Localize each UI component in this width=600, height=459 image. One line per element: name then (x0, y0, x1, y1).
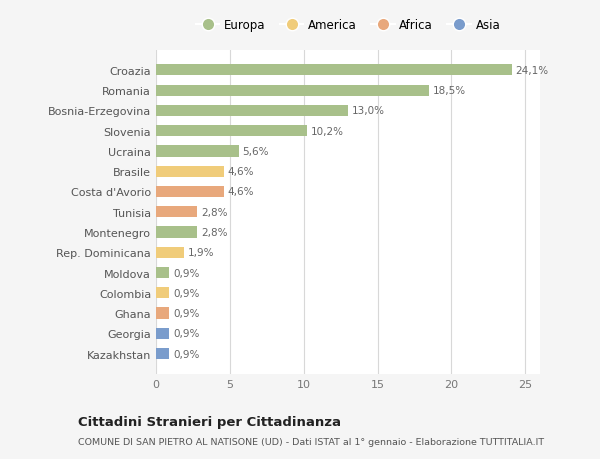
Text: 4,6%: 4,6% (227, 167, 254, 177)
Text: 0,9%: 0,9% (173, 308, 199, 319)
Text: 10,2%: 10,2% (310, 126, 343, 136)
Text: Cittadini Stranieri per Cittadinanza: Cittadini Stranieri per Cittadinanza (78, 415, 341, 428)
Bar (156, 247, 184, 258)
Text: 0,9%: 0,9% (173, 329, 199, 339)
Bar (156, 146, 239, 157)
Legend: Europa, America, Africa, Asia: Europa, America, Africa, Asia (191, 14, 505, 37)
Bar (156, 166, 224, 178)
Text: 1,9%: 1,9% (188, 248, 214, 257)
Bar (156, 328, 169, 339)
Bar (156, 106, 348, 117)
Text: COMUNE DI SAN PIETRO AL NATISONE (UD) - Dati ISTAT al 1° gennaio - Elaborazione : COMUNE DI SAN PIETRO AL NATISONE (UD) - … (78, 437, 544, 446)
Text: 5,6%: 5,6% (242, 146, 269, 157)
Bar (156, 65, 512, 76)
Bar (156, 348, 169, 359)
Text: 24,1%: 24,1% (515, 66, 549, 76)
Bar (156, 288, 169, 299)
Text: 2,8%: 2,8% (201, 228, 227, 237)
Text: 18,5%: 18,5% (433, 86, 466, 96)
Text: 0,9%: 0,9% (173, 349, 199, 359)
Bar (156, 227, 197, 238)
Bar (156, 268, 169, 279)
Bar (156, 186, 224, 198)
Text: 2,8%: 2,8% (201, 207, 227, 217)
Text: 13,0%: 13,0% (352, 106, 385, 116)
Bar (156, 85, 429, 96)
Bar (156, 308, 169, 319)
Text: 4,6%: 4,6% (227, 187, 254, 197)
Text: 0,9%: 0,9% (173, 268, 199, 278)
Text: 0,9%: 0,9% (173, 288, 199, 298)
Bar (156, 126, 307, 137)
Bar (156, 207, 197, 218)
